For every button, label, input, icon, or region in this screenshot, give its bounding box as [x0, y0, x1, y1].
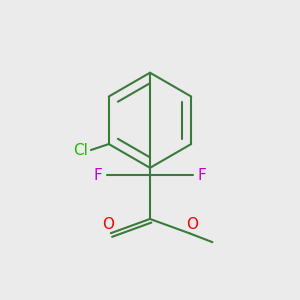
Text: F: F: [198, 168, 206, 183]
Text: F: F: [94, 168, 102, 183]
Text: O: O: [102, 217, 114, 232]
Text: Cl: Cl: [73, 142, 88, 158]
Text: O: O: [186, 217, 198, 232]
